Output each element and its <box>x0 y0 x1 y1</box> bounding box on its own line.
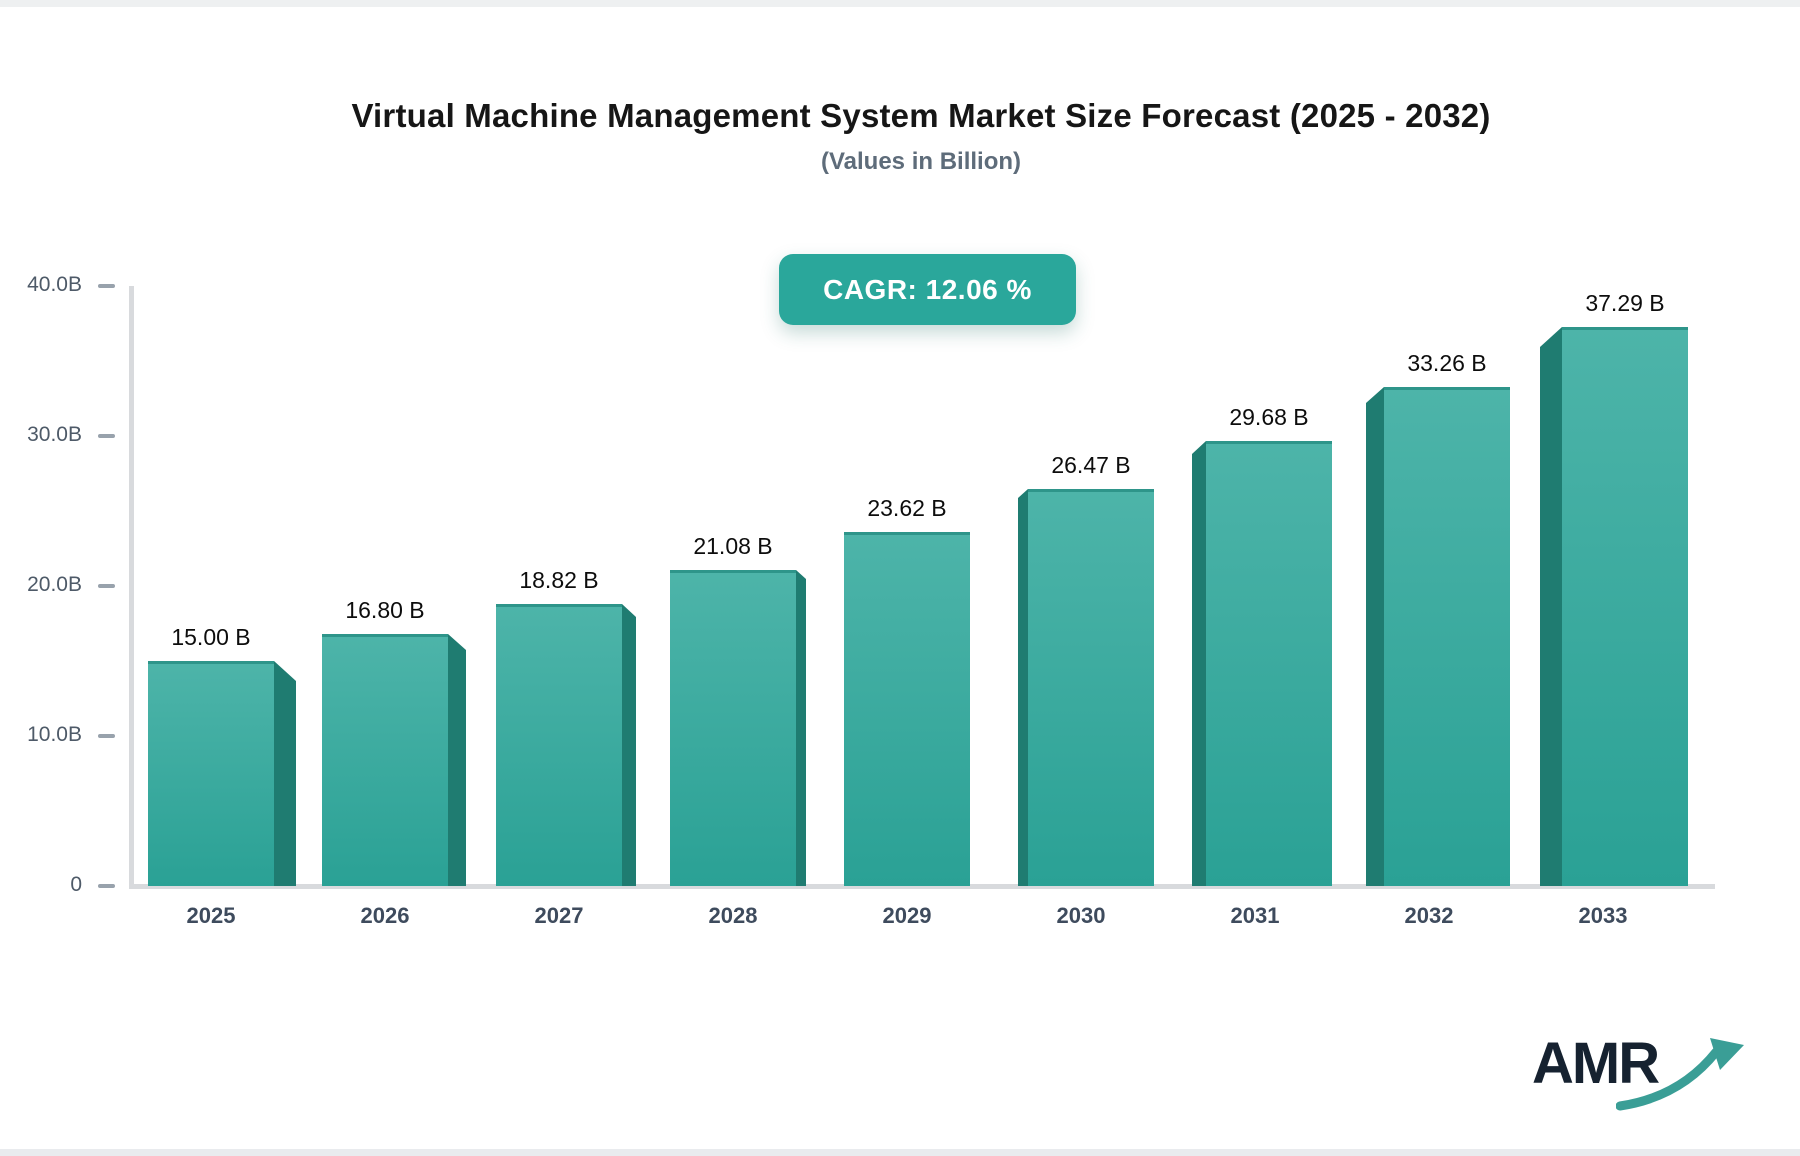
x-axis-label: 2027 <box>534 903 584 928</box>
x-axis-label: 2026 <box>360 903 410 928</box>
window-edge-bottom <box>0 1149 1800 1156</box>
amr-logo: AMR <box>1532 1030 1752 1111</box>
bar-side-face <box>274 661 296 886</box>
bar-2030[interactable] <box>1018 489 1154 886</box>
y-axis-tick <box>98 584 115 588</box>
bar-front-face <box>1028 489 1154 886</box>
window-edge-top <box>0 0 1800 7</box>
bar-value-label: 23.62 B <box>867 495 947 521</box>
bar-value-label: 21.08 B <box>693 533 773 559</box>
bar-value-label: 26.47 B <box>1051 452 1131 478</box>
bar-2026[interactable] <box>322 634 466 886</box>
y-axis-line <box>129 286 134 887</box>
bar-side-face <box>796 570 806 886</box>
x-axis-label: 2029 <box>882 903 932 928</box>
x-axis-label: 2028 <box>708 903 758 928</box>
bar-front-face <box>1562 327 1688 886</box>
y-axis-tick <box>98 284 115 288</box>
cagr-badge: CAGR: 12.06 % <box>779 254 1076 325</box>
bar-value-label: 18.82 B <box>519 567 599 593</box>
bar-value-label: 37.29 B <box>1585 290 1665 316</box>
bar-value-label: 29.68 B <box>1229 404 1309 430</box>
bar-2031[interactable] <box>1192 441 1332 886</box>
y-axis-tick <box>98 884 115 888</box>
bar-front-face <box>148 661 274 886</box>
bar-2029[interactable] <box>844 532 970 886</box>
bar-front-face <box>496 604 622 886</box>
bar-value-label: 15.00 B <box>171 624 251 650</box>
bar-front-face <box>670 570 796 886</box>
bar-value-label: 16.80 B <box>345 597 425 623</box>
bar-side-face <box>1540 327 1562 886</box>
x-axis-label: 2030 <box>1056 903 1106 928</box>
x-axis-line <box>129 884 1715 889</box>
y-axis-tick-label: 0 <box>70 873 82 896</box>
y-axis-tick-label: 10.0B <box>27 723 82 746</box>
bar-2027[interactable] <box>496 604 636 886</box>
x-axis-label: 2031 <box>1230 903 1280 928</box>
y-axis-tick-label: 30.0B <box>27 423 82 446</box>
bar-front-face <box>844 532 970 886</box>
chart-subtitle: (Values in Billion) <box>820 148 1022 175</box>
bar-side-face <box>448 634 466 886</box>
bar-front-face <box>322 634 448 886</box>
y-axis-tick <box>98 734 115 738</box>
y-axis-tick-label: 20.0B <box>27 573 82 596</box>
y-axis-tick-label: 40.0B <box>27 273 82 296</box>
bar-2028[interactable] <box>670 570 806 886</box>
bar-2032[interactable] <box>1366 387 1510 886</box>
x-axis-label: 2025 <box>186 903 236 928</box>
bar-2025[interactable] <box>148 661 296 886</box>
bar-side-face <box>1366 387 1384 886</box>
chart-header: Virtual Machine Management System Market… <box>130 96 1712 176</box>
amr-logo-arrow-icon <box>1616 1038 1744 1111</box>
bar-side-face <box>622 604 636 886</box>
x-axis-label: 2032 <box>1404 903 1454 928</box>
bar-front-face <box>1206 441 1332 886</box>
bar-value-label: 33.26 B <box>1407 350 1487 376</box>
x-axis-label: 2033 <box>1578 903 1628 928</box>
bar-2033[interactable] <box>1540 327 1688 886</box>
chart-title: Virtual Machine Management System Market… <box>351 97 1491 134</box>
y-axis-tick <box>98 434 115 438</box>
bar-front-face <box>1384 387 1510 886</box>
bar-side-face <box>1018 489 1028 886</box>
amr-logo-text: AMR <box>1532 1031 1660 1096</box>
bar-side-face <box>1192 441 1206 886</box>
